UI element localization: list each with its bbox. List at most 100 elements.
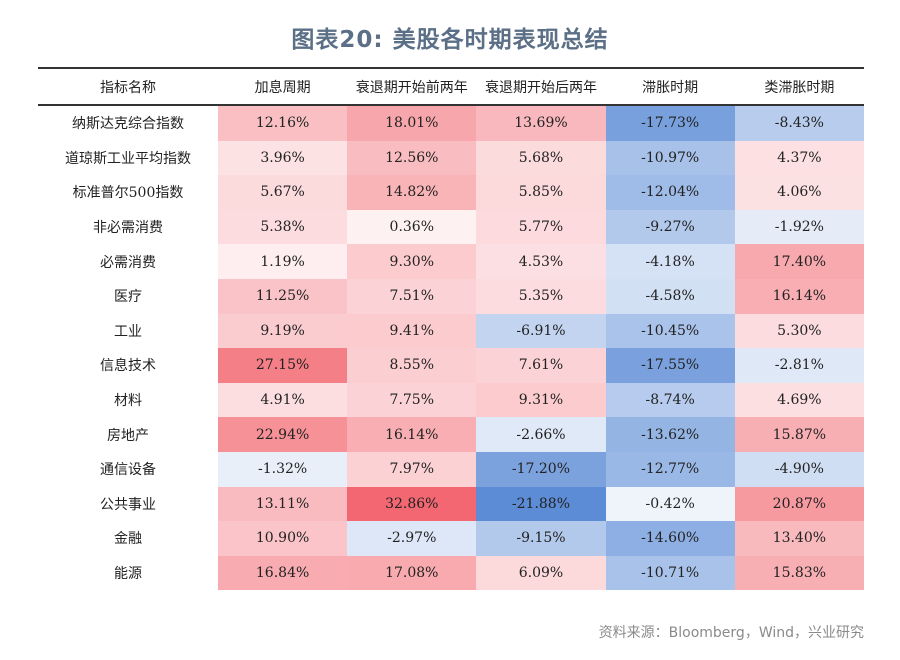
value-cell: 7.75% xyxy=(347,382,477,418)
value-cell: -14.60% xyxy=(605,521,735,556)
header-pre-recession: 衰退期开始前两年 xyxy=(347,67,477,106)
table-row: 纳斯达克综合指数 12.16% 18.01% 13.69% -17.73% -8.43% xyxy=(38,104,864,141)
value-cell: -6.91% xyxy=(476,313,606,349)
row-label: 材料 xyxy=(38,382,218,418)
table-row: 房地产 22.94% 16.14% -2.66% -13.62% 15.87% xyxy=(38,417,864,452)
value-cell: 15.83% xyxy=(734,555,864,591)
value-cell: 9.31% xyxy=(476,382,606,418)
value-cell: 15.87% xyxy=(734,417,864,452)
table-row: 道琼斯工业平均指数 3.96% 12.56% 5.68% -10.97% 4.37% xyxy=(38,140,864,176)
value-cell: 5.77% xyxy=(476,209,606,245)
value-cell: 16.84% xyxy=(218,555,348,591)
value-cell: -2.66% xyxy=(476,417,606,452)
value-cell: 5.35% xyxy=(476,278,606,314)
value-cell: 0.36% xyxy=(347,209,477,245)
row-label: 信息技术 xyxy=(38,348,218,383)
value-cell: 12.16% xyxy=(218,104,348,141)
value-cell: -9.15% xyxy=(476,521,606,556)
value-cell: 10.90% xyxy=(218,521,348,556)
value-cell: 4.37% xyxy=(734,140,864,176)
performance-table: 指标名称 加息周期 衰退期开始前两年 衰退期开始后两年 滞胀时期 类滞胀时期 纳… xyxy=(38,67,864,591)
row-label: 医疗 xyxy=(38,278,218,314)
table-row: 能源 16.84% 17.08% 6.09% -10.71% 15.83% xyxy=(38,555,864,591)
value-cell: 9.19% xyxy=(218,313,348,349)
value-cell: -4.90% xyxy=(734,451,864,487)
value-cell: 11.25% xyxy=(218,278,348,314)
performance-table-container: 指标名称 加息周期 衰退期开始前两年 衰退期开始后两年 滞胀时期 类滞胀时期 纳… xyxy=(38,67,864,591)
row-label: 纳斯达克综合指数 xyxy=(38,104,218,141)
value-cell: 5.38% xyxy=(218,209,348,245)
value-cell: 4.53% xyxy=(476,244,606,279)
value-cell: -17.73% xyxy=(605,104,735,141)
value-cell: 27.15% xyxy=(218,348,348,383)
value-cell: -8.74% xyxy=(605,382,735,418)
value-cell: -10.97% xyxy=(605,140,735,176)
row-label: 通信设备 xyxy=(38,451,218,487)
value-cell: 4.06% xyxy=(734,175,864,210)
value-cell: 7.51% xyxy=(347,278,477,314)
table-row: 医疗 11.25% 7.51% 5.35% -4.58% 16.14% xyxy=(38,278,864,314)
row-label: 金融 xyxy=(38,521,218,556)
row-label: 必需消费 xyxy=(38,244,218,279)
value-cell: -10.71% xyxy=(605,555,735,591)
row-label: 标准普尔500指数 xyxy=(38,175,218,210)
value-cell: -4.18% xyxy=(605,244,735,279)
value-cell: 13.69% xyxy=(476,104,606,141)
value-cell: 7.97% xyxy=(347,451,477,487)
value-cell: 5.67% xyxy=(218,175,348,210)
value-cell: -12.04% xyxy=(605,175,735,210)
value-cell: -17.55% xyxy=(605,348,735,383)
value-cell: -1.92% xyxy=(734,209,864,245)
value-cell: 4.91% xyxy=(218,382,348,418)
table-row: 公共事业 13.11% 32.86% -21.88% -0.42% 20.87% xyxy=(38,486,864,522)
value-cell: 18.01% xyxy=(347,104,477,141)
value-cell: 13.11% xyxy=(218,486,348,522)
header-stagflation: 滞胀时期 xyxy=(605,67,735,106)
value-cell: -12.77% xyxy=(605,451,735,487)
value-cell: 22.94% xyxy=(218,417,348,452)
value-cell: 4.69% xyxy=(734,382,864,418)
row-label: 非必需消费 xyxy=(38,209,218,245)
value-cell: 1.19% xyxy=(218,244,348,279)
value-cell: 20.87% xyxy=(734,486,864,522)
table-row: 必需消费 1.19% 9.30% 4.53% -4.18% 17.40% xyxy=(38,244,864,279)
value-cell: 12.56% xyxy=(347,140,477,176)
value-cell: 16.14% xyxy=(347,417,477,452)
value-cell: -2.81% xyxy=(734,348,864,383)
value-cell: 8.55% xyxy=(347,348,477,383)
header-indicator-name: 指标名称 xyxy=(38,67,218,106)
value-cell: 14.82% xyxy=(347,175,477,210)
value-cell: -8.43% xyxy=(734,104,864,141)
table-row: 信息技术 27.15% 8.55% 7.61% -17.55% -2.81% xyxy=(38,348,864,383)
value-cell: 9.30% xyxy=(347,244,477,279)
source-note: 资料来源：Bloomberg，Wind，兴业研究 xyxy=(598,625,864,641)
header-rate-hike: 加息周期 xyxy=(218,67,348,106)
value-cell: -0.42% xyxy=(605,486,735,522)
row-label: 道琼斯工业平均指数 xyxy=(38,140,218,176)
header-row: 指标名称 加息周期 衰退期开始前两年 衰退期开始后两年 滞胀时期 类滞胀时期 xyxy=(38,67,864,106)
row-label: 公共事业 xyxy=(38,486,218,522)
value-cell: 7.61% xyxy=(476,348,606,383)
row-label: 房地产 xyxy=(38,417,218,452)
value-cell: -1.32% xyxy=(218,451,348,487)
value-cell: -21.88% xyxy=(476,486,606,522)
header-quasi-stagflation: 类滞胀时期 xyxy=(734,67,864,106)
value-cell: -17.20% xyxy=(476,451,606,487)
value-cell: 32.86% xyxy=(347,486,477,522)
value-cell: 5.30% xyxy=(734,313,864,349)
table-row: 材料 4.91% 7.75% 9.31% -8.74% 4.69% xyxy=(38,382,864,418)
row-label: 能源 xyxy=(38,555,218,591)
value-cell: 3.96% xyxy=(218,140,348,176)
table-row: 通信设备 -1.32% 7.97% -17.20% -12.77% -4.90% xyxy=(38,451,864,487)
value-cell: -13.62% xyxy=(605,417,735,452)
table-row: 标准普尔500指数 5.67% 14.82% 5.85% -12.04% 4.06% xyxy=(38,175,864,210)
value-cell: -4.58% xyxy=(605,278,735,314)
value-cell: 5.85% xyxy=(476,175,606,210)
value-cell: 17.40% xyxy=(734,244,864,279)
value-cell: 5.68% xyxy=(476,140,606,176)
row-label: 工业 xyxy=(38,313,218,349)
value-cell: 17.08% xyxy=(347,555,477,591)
table-row: 非必需消费 5.38% 0.36% 5.77% -9.27% -1.92% xyxy=(38,209,864,245)
table-body: 纳斯达克综合指数 12.16% 18.01% 13.69% -17.73% -8.43% 道… xyxy=(38,104,864,591)
value-cell: -2.97% xyxy=(347,521,477,556)
